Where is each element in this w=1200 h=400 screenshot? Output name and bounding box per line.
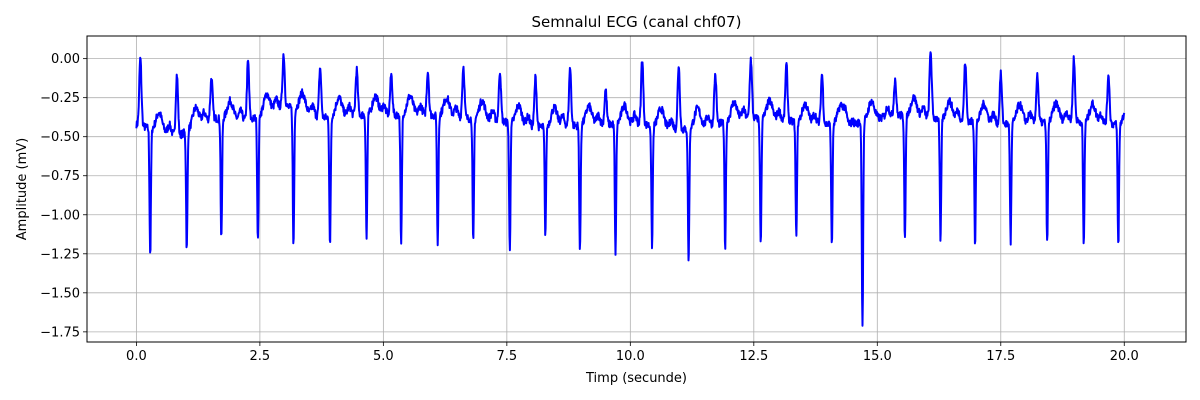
x-axis-label: Timp (secunde): [585, 371, 687, 386]
x-tick-label: 7.5: [496, 349, 517, 364]
x-tick-label: 10.0: [616, 349, 645, 364]
x-tick-label: 15.0: [863, 349, 892, 364]
chart-title: Semnalul ECG (canal chf07): [532, 13, 742, 31]
x-tick-label: 0.0: [126, 349, 147, 364]
plot-frame: [86, 35, 1187, 343]
y-axis: 0.00 −0.25 −0.50 −0.75 −1.00 −1.25 −1.50 −1.75: [40, 52, 87, 340]
y-tick-label: −0.25: [40, 91, 80, 106]
ecg-series-line: [135, 51, 1126, 327]
x-tick-label: 17.5: [986, 349, 1015, 364]
x-tick-label: 5.0: [373, 349, 394, 364]
ecg-series: [135, 51, 1126, 327]
y-tick-label: −0.75: [40, 169, 80, 184]
y-tick-label: 0.00: [51, 52, 80, 67]
x-tick-label: 12.5: [739, 349, 768, 364]
y-axis-label: Amplitude (mV): [15, 138, 30, 240]
y-tick-label: −1.50: [40, 286, 80, 301]
x-tick-label: 2.5: [250, 349, 271, 364]
x-tick-label: 20.0: [1110, 349, 1139, 364]
y-tick-label: −1.25: [40, 247, 80, 262]
y-tick-label: −1.75: [40, 325, 80, 340]
y-tick-label: −1.00: [40, 208, 80, 223]
x-axis: 0.0 2.5 5.0 7.5 10.0 12.5 15.0 17.5 20.0: [126, 342, 1139, 364]
y-tick-label: −0.50: [40, 130, 80, 145]
